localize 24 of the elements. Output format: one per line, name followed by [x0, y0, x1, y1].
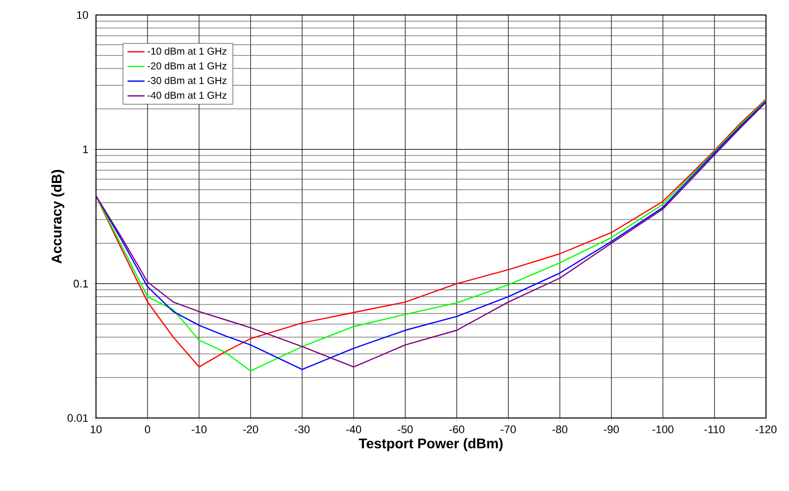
legend-label: -20 dBm at 1 GHz: [148, 62, 226, 70]
x-tick-label: 0: [144, 426, 150, 434]
y-tick-label: 0.01: [68, 414, 88, 422]
x-tick-label: -30: [294, 426, 310, 434]
x-tick-label: -80: [552, 426, 568, 434]
x-tick-label: -90: [604, 426, 619, 434]
y-axis-title: Accuracy (dB): [51, 170, 64, 264]
y-tick-label: 1: [83, 146, 88, 154]
x-tick-label: -40: [346, 426, 362, 434]
x-tick-label: -20: [243, 426, 258, 434]
legend-label: -30 dBm at 1 GHz: [148, 76, 226, 84]
x-tick-label: -70: [500, 426, 516, 434]
legend-label: -10 dBm at 1 GHz: [148, 47, 226, 55]
x-tick-label: -110: [704, 426, 725, 434]
x-tick-label: 10: [90, 426, 102, 434]
legend-label: -40 dBm at 1 GHz: [148, 91, 226, 99]
x-axis-title: Testport Power (dBm): [358, 438, 503, 452]
x-tick-label: -60: [449, 426, 464, 434]
y-tick-label: 10: [77, 11, 88, 19]
x-tick-label: -100: [652, 426, 674, 434]
x-tick-label: -120: [756, 426, 777, 434]
x-tick-label: -50: [398, 426, 413, 434]
y-tick-label: 0.1: [74, 280, 88, 288]
x-tick-label: -10: [192, 426, 207, 434]
